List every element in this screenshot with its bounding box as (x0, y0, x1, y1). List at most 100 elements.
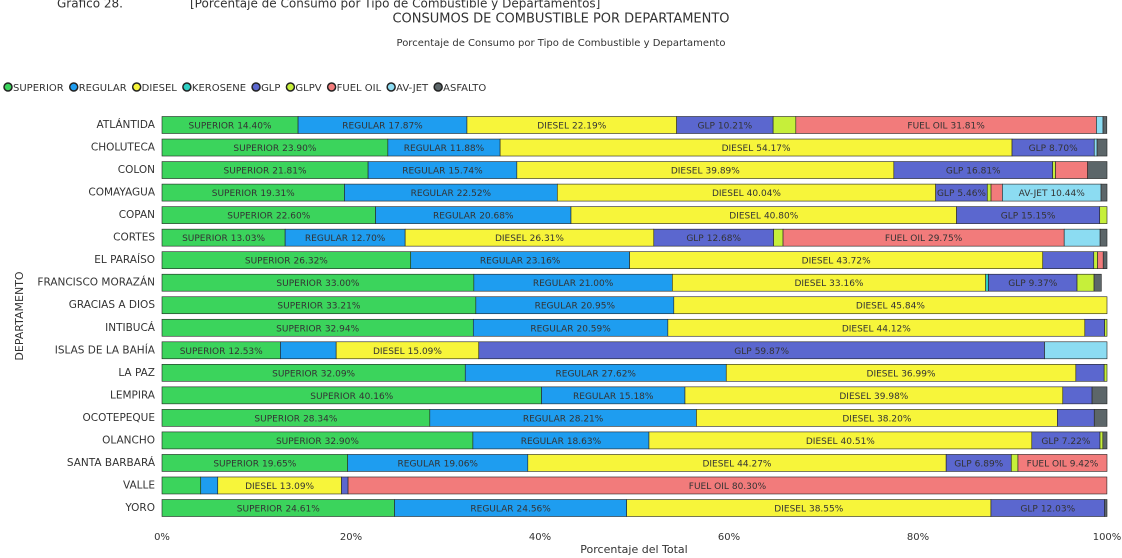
data-label: DIESEL 39.98% (839, 391, 908, 401)
data-label-name: DIESEL (702, 459, 734, 469)
y-axis-label: DEPARTAMENTO (13, 271, 26, 360)
data-label-value: 36.99% (901, 369, 936, 379)
bar-segment (772, 116, 797, 134)
bar-segment (1093, 138, 1098, 157)
data-label-name: SUPERIOR (245, 256, 291, 266)
bar-segment (1052, 161, 1056, 179)
data-label: SUPERIOR 24.61% (237, 504, 320, 514)
data-label-name: REGULAR (411, 189, 454, 199)
data-label-name: REGULAR (556, 369, 599, 379)
data-label: GLP 7.22% (1041, 436, 1090, 446)
data-label: DIESEL 45.84% (856, 301, 925, 311)
legend-label: SUPERIOR (13, 83, 64, 94)
y-tick-label: FRANCISCO MORAZÁN (37, 276, 155, 289)
data-label-value: 13.03% (231, 234, 266, 244)
bar-segment (1104, 318, 1108, 337)
y-tick-label: OLANCHO (102, 434, 155, 446)
data-label: SUPERIOR 33.21% (277, 301, 360, 311)
bar-segment (1042, 251, 1095, 269)
data-label-name: GLP (698, 121, 716, 131)
data-label-value: 45.84% (891, 301, 926, 311)
bar-segment (1093, 251, 1098, 269)
data-label: SUPERIOR 33.00% (276, 279, 359, 289)
x-tick-label: 20% (340, 532, 362, 543)
data-label-name: DIESEL (867, 369, 899, 379)
data-label-name: REGULAR (530, 324, 573, 334)
data-label-value: 22.19% (572, 121, 607, 131)
data-label-name: SUPERIOR (233, 144, 279, 154)
data-label-value: 10.44% (1050, 189, 1085, 199)
data-label-name: GLP (1029, 144, 1047, 154)
y-tick-label: COPAN (119, 209, 155, 221)
data-label-value: 28.34% (303, 414, 338, 424)
bar-segment (1099, 206, 1108, 224)
bar-segment (1087, 161, 1108, 179)
data-label: DIESEL 38.20% (842, 414, 911, 424)
data-label: AV-JET 10.44% (1019, 189, 1086, 199)
x-tick-label: 60% (718, 532, 740, 543)
data-label: GLP 16.81% (946, 166, 1001, 176)
data-label-name: REGULAR (402, 166, 445, 176)
bar-segment (1099, 228, 1108, 247)
bar-segment (347, 476, 1108, 495)
y-tick-label: LA PAZ (118, 367, 155, 379)
data-label-value: 26.32% (294, 256, 329, 266)
y-tick-label: COMAYAGUA (88, 187, 155, 199)
data-label-value: 31.81% (950, 121, 985, 131)
x-tick-label: 80% (907, 532, 929, 543)
data-label-value: 39.98% (874, 391, 909, 401)
data-label-name: FUEL OIL (1027, 459, 1067, 469)
data-label: REGULAR 18.63% (521, 436, 602, 446)
y-tick-label: LEMPIRA (110, 389, 156, 401)
data-label-name: SUPERIOR (272, 369, 318, 379)
bar-segment (1044, 341, 1108, 360)
data-label: REGULAR 22.52% (411, 189, 492, 199)
data-label: DIESEL 26.31% (495, 234, 564, 244)
data-label-name: DIESEL (537, 121, 569, 131)
data-label-name: REGULAR (533, 279, 576, 289)
data-label-name: SUPERIOR (180, 346, 226, 356)
data-label: DIESEL 22.19% (537, 121, 606, 131)
bar-segment (1100, 183, 1108, 202)
data-label: REGULAR 12.70% (305, 234, 386, 244)
data-label-name: REGULAR (470, 504, 513, 514)
data-label-value: 43.72% (836, 256, 871, 266)
data-label-value: 6.89% (975, 459, 1004, 469)
data-label-value: 27.62% (602, 369, 637, 379)
bar-segment (1097, 251, 1104, 269)
data-label-value: 15.09% (408, 346, 443, 356)
bar-segment (1017, 454, 1108, 472)
data-label: GLP 5.46% (937, 189, 986, 199)
legend-label: AV-JET (396, 83, 429, 94)
data-label-value: 54.17% (756, 144, 791, 154)
data-label-name: GLP (734, 346, 752, 356)
data-label-name: DIESEL (842, 414, 874, 424)
data-label: DIESEL 40.51% (806, 436, 875, 446)
legend-marker (68, 82, 79, 92)
legend-label: REGULAR (79, 83, 127, 94)
data-label: GLP 10.21% (698, 121, 753, 131)
bar-segment (1093, 409, 1108, 427)
data-label: DIESEL 13.09% (245, 481, 314, 491)
data-label-value: 20.95% (581, 301, 616, 311)
data-label-value: 40.04% (747, 189, 782, 199)
data-label: DIESEL 36.99% (867, 369, 936, 379)
data-label: SUPERIOR 21.81% (224, 166, 307, 176)
data-label-name: AV-JET (1019, 189, 1048, 199)
data-label-value: 24.56% (517, 504, 552, 514)
data-label-name: DIESEL (729, 211, 761, 221)
data-label: REGULAR 17.87% (342, 121, 423, 131)
data-label: FUEL OIL 80.30% (689, 481, 767, 491)
bar-segment (1084, 318, 1105, 337)
data-label-value: 24.61% (285, 504, 320, 514)
data-label-value: 29.75% (928, 234, 963, 244)
data-label: DIESEL 33.16% (794, 279, 863, 289)
y-tick-label: COLON (118, 164, 155, 176)
data-label-name: REGULAR (398, 459, 441, 469)
y-tick-label: CORTES (113, 232, 155, 244)
data-label-value: 13.09% (280, 481, 315, 491)
data-label-value: 26.31% (530, 234, 565, 244)
data-label-value: 12.68% (707, 234, 742, 244)
data-label: DIESEL 54.17% (722, 144, 791, 154)
